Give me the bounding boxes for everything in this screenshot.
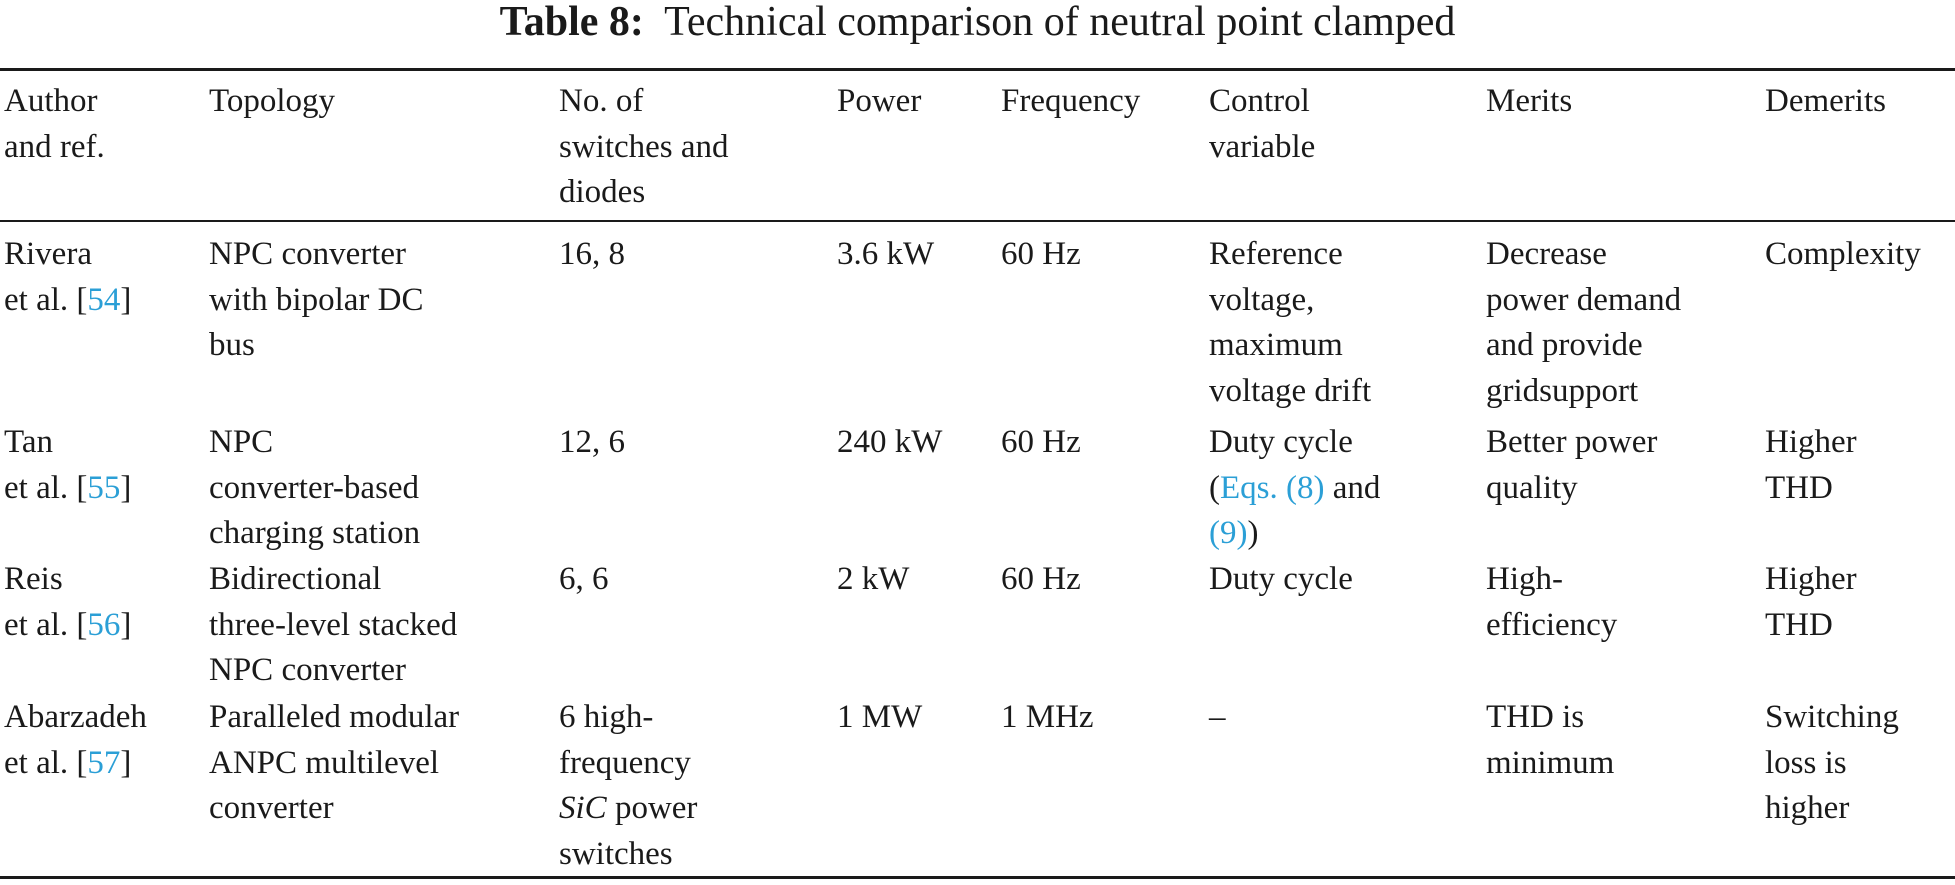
- row2-switches: 12, 6: [559, 424, 625, 460]
- row2-power: 240 kW: [837, 424, 943, 460]
- row1-frequency: 60 Hz: [1001, 236, 1081, 272]
- row2-control: Duty cycle (Eqs. (8) and (9)): [1209, 424, 1381, 551]
- row3-demerits: Higher THD: [1765, 561, 1857, 643]
- eq-link-9[interactable]: (9): [1209, 515, 1248, 551]
- table-caption: Table 8: Technical comparison of neutral…: [0, 0, 1955, 60]
- header-demerits: Demerits: [1765, 83, 1886, 119]
- row1-demerits: Complexity: [1765, 236, 1921, 272]
- row4-author: Abarzadeh et al. [57]: [4, 699, 147, 781]
- row1-author: Rivera et al. [54]: [4, 236, 132, 318]
- row2-frequency: 60 Hz: [1001, 424, 1081, 460]
- ref-link-55[interactable]: 55: [87, 469, 121, 506]
- top-rule: [0, 68, 1955, 71]
- row4-switches: 6 high- frequency SiC power switches: [559, 699, 698, 872]
- row2-author: Tan et al. [55]: [4, 424, 132, 506]
- header-author: Author and ref.: [4, 83, 105, 165]
- row4-demerits: Switching loss is higher: [1765, 699, 1899, 826]
- table-label: Table 8:: [499, 0, 644, 45]
- row3-control: Duty cycle: [1209, 561, 1353, 597]
- bottom-rule: [0, 876, 1955, 879]
- row4-power: 1 MW: [837, 699, 923, 735]
- row2-demerits: Higher THD: [1765, 424, 1857, 506]
- ref-link-57[interactable]: 57: [87, 744, 121, 781]
- row1-power: 3.6 kW: [837, 236, 935, 272]
- header-merits: Merits: [1486, 83, 1573, 119]
- table-title: Technical comparison of neutral point cl…: [664, 0, 1456, 45]
- eq-link-8[interactable]: Eqs. (8): [1220, 469, 1325, 506]
- row2-merits: Better power quality: [1486, 424, 1658, 506]
- row1-control: Reference voltage, maximum voltage drift: [1209, 236, 1372, 409]
- row2-topology: NPC converter-based charging station: [209, 424, 421, 551]
- ref-link-56[interactable]: 56: [87, 606, 121, 643]
- header-switches: No. of switches and diodes: [559, 83, 729, 210]
- row3-author: Reis et al. [56]: [4, 561, 132, 643]
- row1-merits: Decrease power demand and provide gridsuppo…: [1486, 236, 1682, 409]
- row4-control: –: [1209, 699, 1226, 735]
- row4-frequency: 1 MHz: [1001, 699, 1094, 735]
- header-power: Power: [837, 83, 922, 119]
- header-control: Control variable: [1209, 83, 1316, 165]
- row4-merits: THD is minimum: [1486, 699, 1615, 781]
- row3-frequency: 60 Hz: [1001, 561, 1081, 597]
- header-topology: Topology: [209, 83, 336, 119]
- row3-switches: 6, 6: [559, 561, 609, 597]
- header-frequency: Frequency: [1001, 83, 1141, 119]
- row4-topology: Paralleled modular ANPC multilevel convert…: [209, 699, 460, 826]
- ref-link-54[interactable]: 54: [87, 281, 121, 318]
- header-rule: [0, 220, 1955, 222]
- row1-topology: NPC converter with bipolar DC bus: [209, 236, 424, 363]
- row3-merits: High-efficiency: [1486, 561, 1618, 643]
- row3-topology: Bidirectional three-level stacked NPC conv…: [209, 561, 458, 688]
- row1-switches: 16, 8: [559, 236, 625, 272]
- row3-power: 2 kW: [837, 561, 910, 597]
